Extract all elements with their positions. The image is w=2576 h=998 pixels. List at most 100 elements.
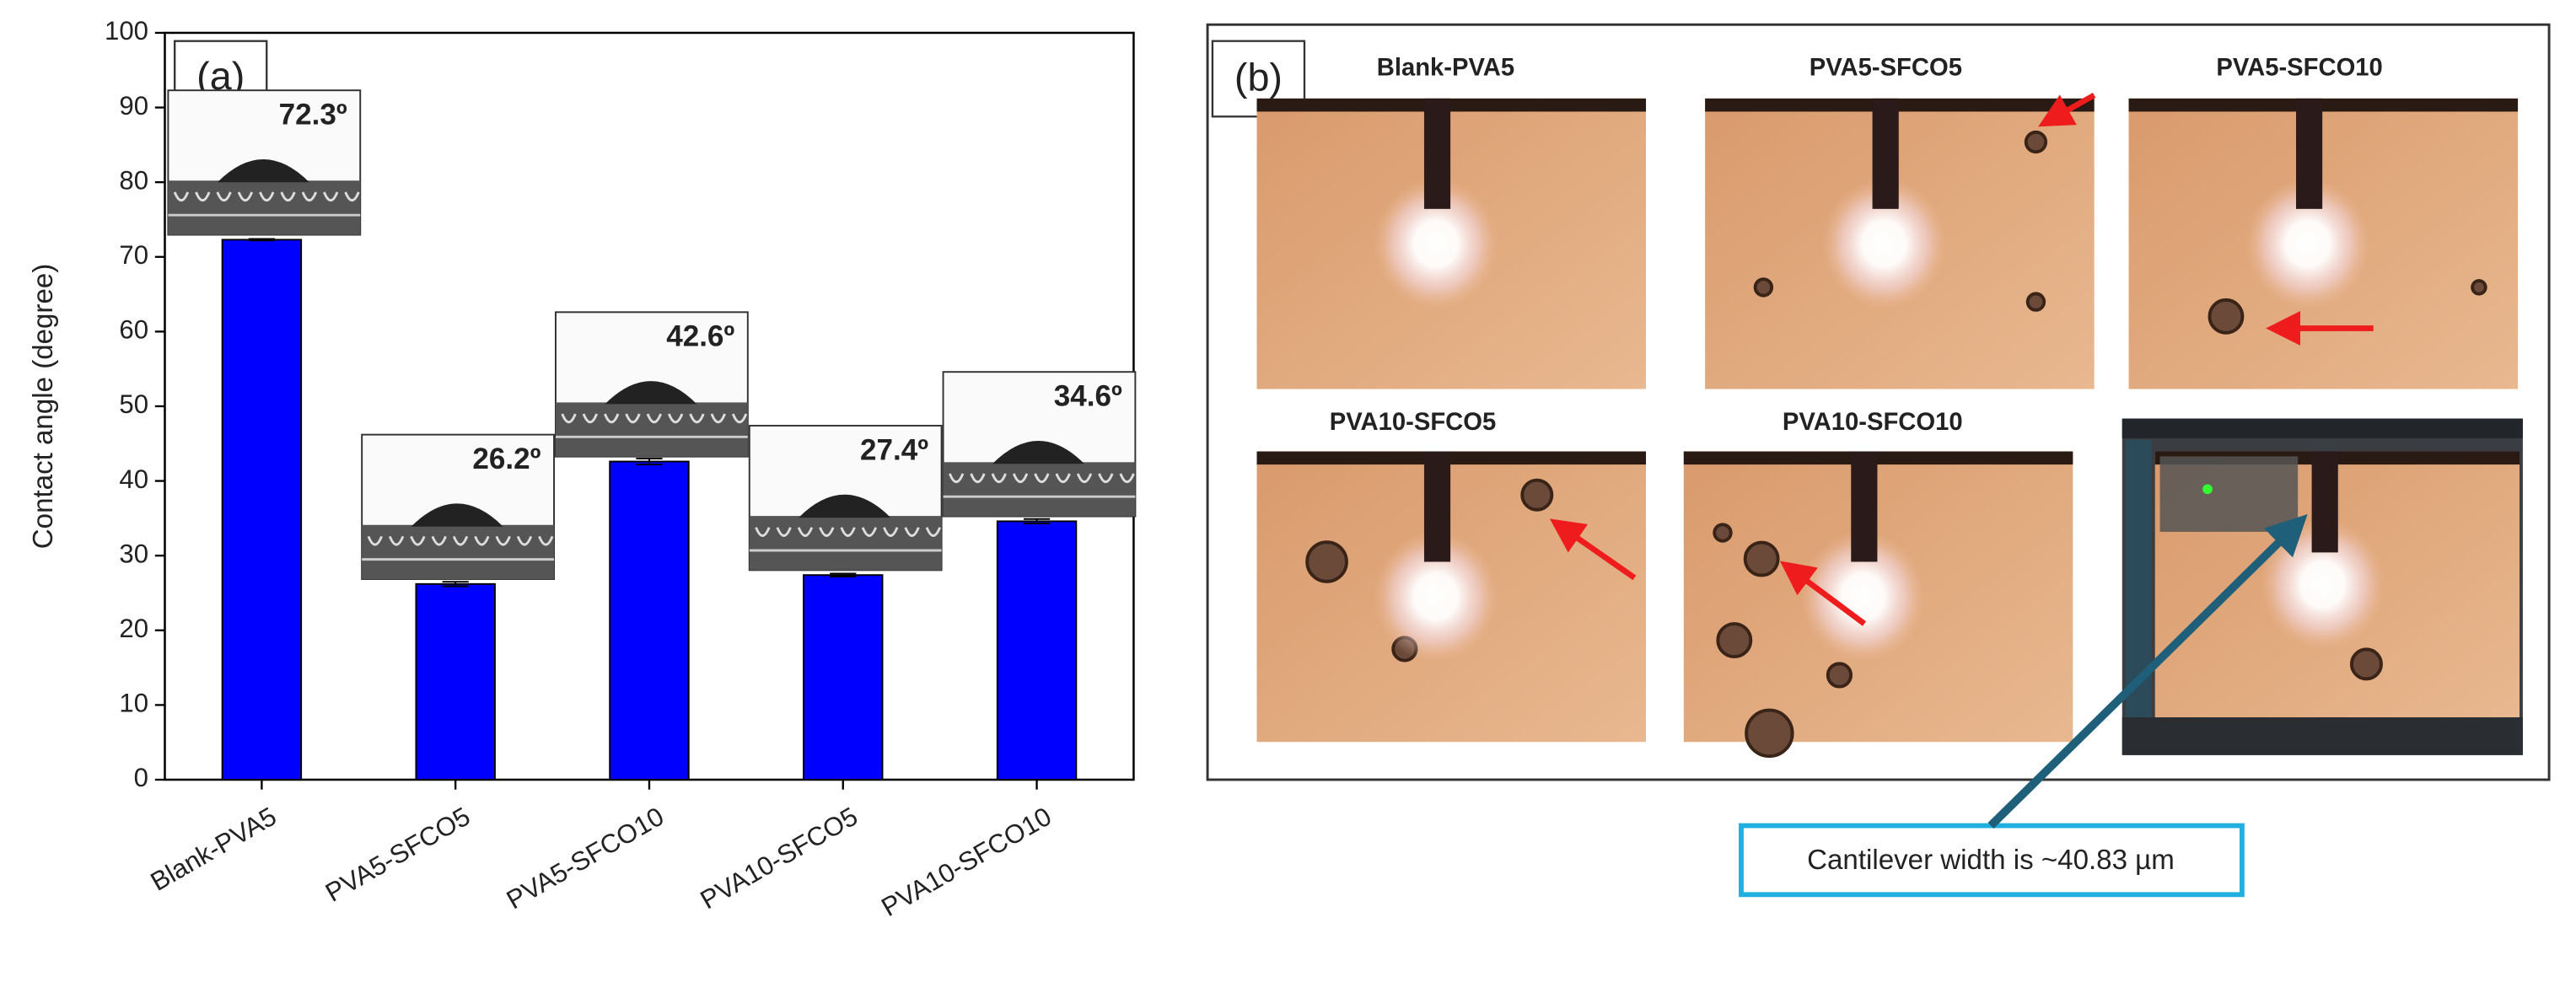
bubble	[2471, 279, 2487, 296]
micrograph	[1683, 451, 2073, 759]
y-tick-label: 10	[119, 689, 148, 718]
value-label: 42.6º	[666, 320, 734, 353]
inset-texture	[280, 191, 296, 202]
y-tick-label: 20	[119, 614, 148, 643]
photo-top-edge	[1705, 98, 2095, 112]
inset-texture	[301, 191, 318, 202]
inset-substrate	[943, 462, 1136, 517]
inset-texture	[582, 413, 599, 424]
inset-substrate	[362, 524, 555, 580]
inset-texture	[625, 413, 641, 424]
value-label: 72.3º	[279, 99, 347, 131]
bubble	[2349, 647, 2383, 681]
micrograph	[2128, 98, 2519, 389]
droplet-image	[942, 371, 1137, 518]
droplet-image	[748, 425, 943, 571]
error-bar	[830, 572, 857, 577]
inset-texture	[388, 535, 405, 546]
inset-texture	[604, 413, 620, 424]
bar	[221, 239, 303, 781]
inset-texture	[452, 535, 469, 546]
micrograph	[1705, 98, 2095, 389]
value-label: 26.2º	[472, 443, 540, 475]
droplet	[992, 441, 1085, 464]
inset-texture	[904, 527, 920, 537]
bubble	[1753, 277, 1774, 298]
inset-texture	[840, 527, 856, 537]
inset-texture	[667, 413, 684, 424]
droplet	[605, 381, 697, 405]
photo-top-edge	[1256, 98, 1647, 112]
inset-texture	[991, 473, 1007, 484]
laser-glow	[2245, 178, 2370, 310]
error-bar	[1023, 518, 1051, 525]
bar	[609, 460, 690, 781]
inset-texture	[925, 527, 942, 537]
cantilever	[1851, 451, 1878, 562]
cantilever	[1423, 98, 1451, 209]
inset-texture	[755, 527, 771, 537]
bubble	[2024, 130, 2048, 154]
inset-texture	[861, 527, 878, 537]
bubble	[1305, 540, 1348, 583]
screenshot-toolbar	[2122, 418, 2523, 438]
droplet	[217, 158, 309, 183]
y-tick-label: 60	[119, 315, 148, 345]
bar	[415, 582, 496, 781]
inset-texture	[410, 535, 426, 546]
inset-texture	[259, 191, 275, 202]
inset-texture	[474, 535, 490, 546]
bar	[803, 574, 884, 781]
micrograph	[1256, 98, 1647, 389]
cantilever	[2311, 451, 2338, 553]
inset-texture	[216, 191, 232, 202]
x-tick-label: PVA10-SFCO5	[696, 802, 863, 915]
inset-texture	[1034, 473, 1050, 484]
inset-texture	[1012, 473, 1029, 484]
laser-glow	[1373, 178, 1498, 310]
laser-glow	[1800, 530, 1926, 663]
droplet-image	[361, 433, 555, 580]
inset-substrate	[555, 402, 748, 457]
inset-texture	[538, 535, 554, 546]
image-title: PVA5-SFCO5	[1810, 55, 1962, 82]
panel-b-label: (b)	[1234, 56, 1283, 99]
inset-texture	[495, 535, 511, 546]
photo-top-edge	[1256, 451, 1647, 465]
image-title: PVA10-SFCO10	[1783, 409, 1963, 436]
y-tick-label: 70	[119, 240, 148, 270]
panel-b-frame	[1206, 23, 2551, 781]
bubble	[1520, 478, 1554, 512]
photo-top-edge	[2128, 98, 2519, 112]
inset-texture	[561, 413, 577, 424]
inset-texture	[1098, 473, 1114, 484]
value-label: 27.4º	[860, 433, 928, 466]
y-tick-label: 40	[119, 464, 148, 494]
red-arrow	[2038, 92, 2096, 127]
image-title: PVA5-SFCO10	[2216, 55, 2382, 82]
bubble	[1743, 540, 1780, 577]
y-tick-label: 30	[119, 539, 148, 568]
bar	[996, 520, 1078, 781]
screenshot-status	[2122, 717, 2523, 755]
inset-texture	[797, 527, 814, 537]
red-arrow	[1549, 518, 1637, 581]
overlay-dot	[2202, 484, 2213, 495]
inset-texture	[1055, 473, 1071, 484]
inset-texture	[344, 191, 360, 202]
laser-glow	[1821, 178, 1947, 310]
bubble	[1713, 523, 1733, 543]
error-bar	[442, 581, 469, 588]
inset-substrate	[168, 180, 361, 235]
droplet	[799, 494, 891, 518]
inset-texture	[819, 527, 835, 537]
droplet-image	[555, 311, 749, 458]
inset-texture	[1119, 473, 1135, 484]
y-tick-label: 100	[105, 16, 148, 46]
droplet	[411, 503, 503, 527]
inset-texture	[970, 473, 986, 484]
inset-texture	[173, 191, 190, 202]
x-tick-label: PVA10-SFCO10	[876, 802, 1056, 922]
x-tick-label: Blank-PVA5	[146, 802, 282, 897]
